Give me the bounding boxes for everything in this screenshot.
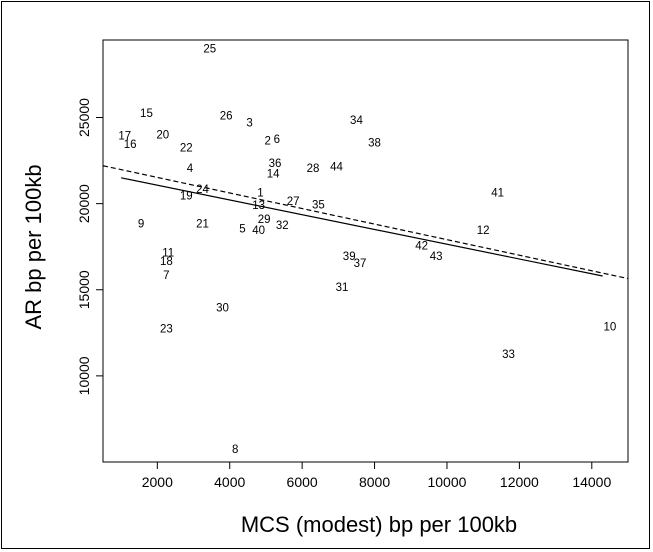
point-label: 28 [307,163,320,175]
point-label: 6 [274,134,280,146]
plot-area [102,39,629,463]
x-axis: 2000 4000 6000 8000 10000 12000 14000 [142,462,611,490]
point-label: 24 [196,184,209,196]
point-label: 38 [368,137,381,149]
point-label: 15 [140,108,153,120]
point-label: 14 [267,168,280,180]
point-label: 22 [180,143,193,155]
point-label: 32 [276,220,289,232]
point-label: 30 [216,303,229,315]
point-label: 12 [477,225,490,237]
point-label: 35 [312,199,325,211]
y-tick-label: 25000 [76,98,92,137]
point-label: 43 [430,251,443,263]
fit-line-dashed [102,165,629,280]
point-label: 39 [343,251,356,263]
x-tick-label: 4000 [214,474,245,490]
y-tick-label: 20000 [76,184,92,223]
point-label: 2 [265,136,271,148]
point-label: 26 [220,111,233,123]
point-label: 18 [160,256,173,268]
point-label: 3 [246,118,252,130]
x-tick-label: 14000 [572,474,611,490]
point-label: 34 [350,115,363,127]
point-label: 19 [180,191,193,203]
x-tick-label: 12000 [500,474,539,490]
x-axis-title: MCS (modest) bp per 100kb [241,512,517,537]
y-axis: 10000 15000 20000 25000 [76,98,103,395]
y-tick-label: 15000 [76,270,92,309]
point-label: 40 [252,225,265,237]
x-tick-label: 2000 [142,474,173,490]
x-tick-label: 10000 [427,474,466,490]
point-label: 8 [232,444,238,456]
point-label: 21 [196,218,209,230]
fit-line-solid [120,177,603,277]
fit-lines [102,165,629,280]
point-label: 23 [160,323,173,335]
plot-border [102,39,629,463]
x-tick-label: 8000 [359,474,390,490]
point-label: 33 [502,349,515,361]
point-label: 4 [187,163,194,175]
point-label: 17 [118,130,131,142]
y-tick-label: 10000 [76,356,92,395]
point-label: 29 [258,214,271,226]
point-label: 20 [156,130,169,142]
data-points: 1234567891011121314151617181920212223242… [118,43,616,455]
point-label: 16 [124,139,137,151]
y-axis-title: AR bp per 100kb [21,164,46,329]
point-label: 10 [603,322,616,334]
point-label: 44 [330,161,343,173]
point-label: 36 [269,158,282,170]
point-label: 25 [203,43,216,55]
point-label: 7 [163,270,169,282]
point-label: 9 [138,218,144,230]
point-label: 42 [415,241,428,253]
point-label: 11 [162,248,174,260]
point-label: 1 [257,187,263,199]
point-label: 41 [491,187,504,199]
point-label: 5 [239,223,245,235]
point-label: 13 [252,200,265,212]
point-label: 27 [287,196,300,208]
point-label: 31 [336,282,349,294]
point-label: 37 [354,258,367,270]
x-tick-label: 6000 [287,474,318,490]
